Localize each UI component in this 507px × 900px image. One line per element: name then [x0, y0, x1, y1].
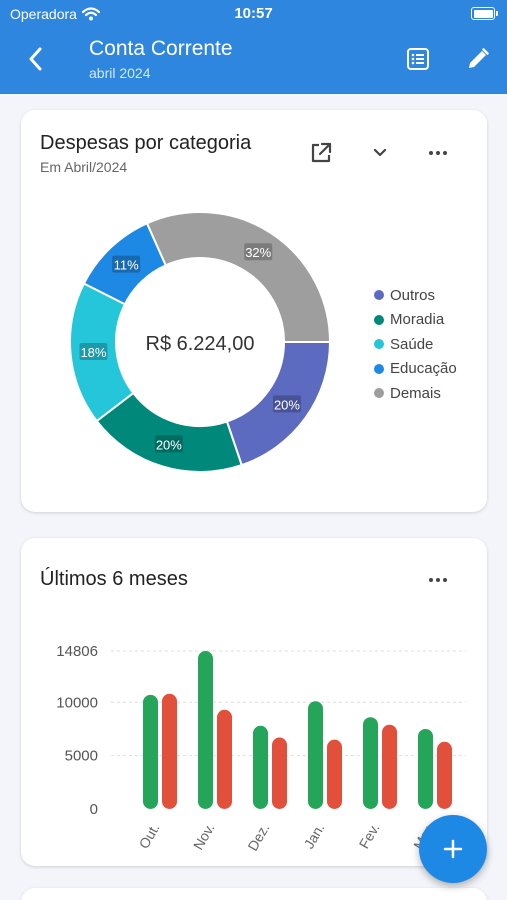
slice-label: 20%	[154, 435, 183, 453]
carrier-label: Operadora	[10, 6, 77, 22]
svg-text:18%: 18%	[80, 345, 106, 360]
legend-swatch	[374, 388, 384, 399]
slice-label: 11%	[112, 255, 141, 273]
y-tick-label: 14806	[56, 643, 98, 660]
more-horizontal-icon	[429, 578, 447, 582]
legend-item[interactable]: Moradia	[374, 308, 457, 333]
expense-bar-5[interactable]	[437, 741, 452, 809]
expense-bar-1[interactable]	[217, 709, 232, 809]
x-tick-label: Dez.	[244, 821, 272, 854]
card-title: Últimos 6 meses	[40, 568, 188, 590]
donut-chart: 20% 20% 18% 11% 32% R$ 6.224,00	[69, 211, 332, 473]
card-title: Despesas por categoria	[40, 132, 252, 154]
last-six-months-card: Últimos 6 meses 0 5000 10000 14806 Out. Nov. D…	[21, 538, 487, 866]
expenses-by-category-card: Despesas por categoria Em Abril/2024 20%…	[21, 110, 487, 512]
x-tick-label: Out.	[136, 821, 163, 852]
legend-item[interactable]: Educação	[374, 357, 457, 382]
income-bar-4[interactable]	[363, 717, 378, 809]
list-view-button[interactable]	[403, 44, 433, 74]
income-bar-1[interactable]	[198, 651, 213, 809]
y-tick-label: 0	[90, 801, 98, 818]
pencil-icon	[469, 48, 489, 68]
plus-icon	[443, 839, 463, 859]
page-subtitle: abril 2024	[89, 65, 151, 81]
expense-bar-4[interactable]	[382, 724, 397, 809]
income-bar-2[interactable]	[253, 725, 268, 809]
donut-total: R$ 6.224,00	[146, 333, 255, 355]
chevron-left-icon	[29, 47, 42, 71]
page-title: Conta Corrente	[89, 37, 233, 60]
expense-bar-3[interactable]	[327, 739, 342, 809]
status-bar: Operadora 10:57	[0, 0, 507, 28]
more-options-button[interactable]	[424, 566, 452, 594]
card-subtitle: Em Abril/2024	[40, 159, 128, 175]
legend-swatch	[374, 290, 384, 301]
expense-bar-2[interactable]	[272, 737, 287, 809]
x-tick-label: Fev.	[356, 821, 383, 852]
legend-swatch	[374, 314, 384, 325]
legend-label: Moradia	[390, 311, 445, 329]
slice-label: 20%	[272, 395, 301, 413]
y-tick-label: 5000	[65, 748, 98, 765]
income-bar-0[interactable]	[143, 694, 158, 809]
legend-label: Demais	[390, 384, 441, 402]
next-card	[21, 888, 487, 900]
expand-button[interactable]	[366, 139, 394, 167]
status-time: 10:57	[234, 5, 273, 22]
battery-icon	[471, 7, 498, 20]
chevron-down-icon	[373, 148, 387, 157]
income-bar-5[interactable]	[418, 728, 433, 809]
external-link-icon	[311, 142, 332, 163]
legend-label: Educação	[390, 360, 457, 378]
list-icon	[407, 48, 429, 70]
add-transaction-button[interactable]	[419, 815, 487, 883]
open-external-button[interactable]	[307, 139, 335, 167]
legend-label: Saúde	[390, 335, 434, 353]
legend-item[interactable]: Demais	[374, 381, 457, 406]
legend-label: Outros	[390, 286, 436, 304]
legend-item[interactable]: Saúde	[374, 332, 457, 357]
edit-button[interactable]	[463, 44, 493, 74]
legend-swatch	[374, 363, 384, 374]
legend-item[interactable]: Outros	[374, 283, 457, 308]
svg-text:20%: 20%	[274, 397, 300, 412]
back-button[interactable]	[20, 44, 50, 74]
y-tick-label: 10000	[56, 694, 98, 711]
expense-bar-0[interactable]	[162, 693, 177, 809]
slice-label: 32%	[244, 243, 273, 261]
svg-text:32%: 32%	[245, 245, 271, 260]
x-tick-label: Nov.	[190, 821, 218, 853]
more-horizontal-icon	[429, 151, 447, 155]
wifi-icon	[81, 7, 100, 21]
svg-text:11%: 11%	[114, 258, 139, 273]
x-tick-label: Jan.	[301, 821, 328, 852]
carrier: Operadora	[10, 6, 100, 22]
more-options-button[interactable]	[424, 139, 452, 167]
slice-label: 18%	[79, 342, 108, 360]
legend-swatch	[374, 339, 384, 350]
income-bar-3[interactable]	[308, 701, 323, 809]
donut-legend: Outros Moradia Saúde Educação Demais	[374, 283, 457, 406]
donut-slice-demais[interactable]	[145, 211, 332, 343]
app-bar: Operadora 10:57 Conta Corrente abril 202…	[0, 0, 507, 94]
svg-text:20%: 20%	[156, 437, 182, 452]
